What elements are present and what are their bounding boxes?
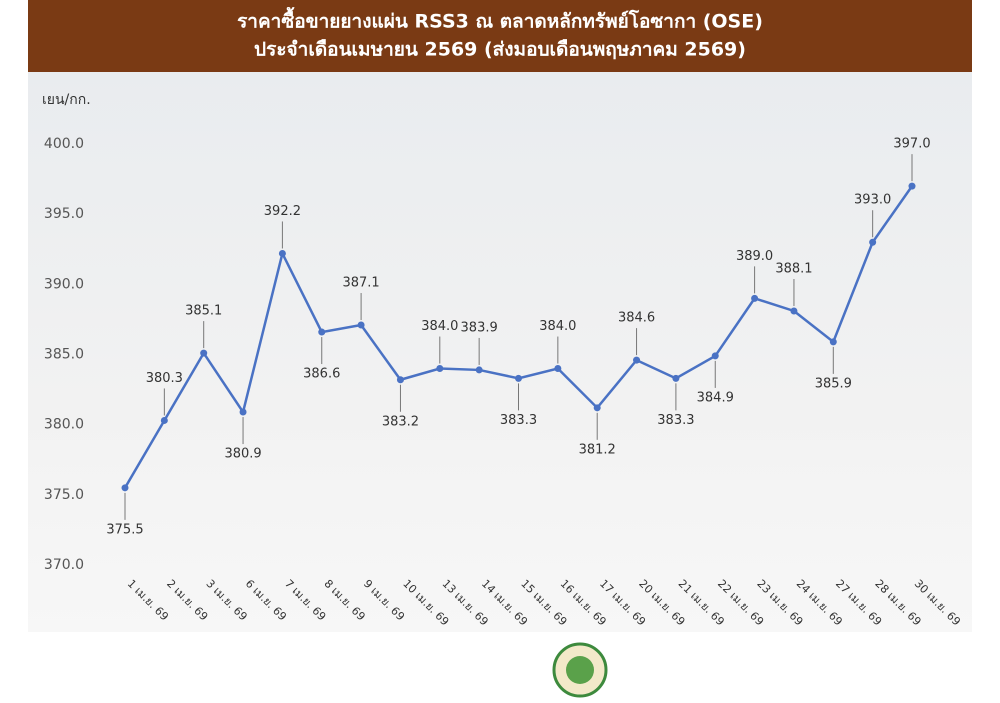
data-point — [121, 484, 129, 492]
y-tick-label: 375.0 — [44, 487, 84, 503]
y-tick-label: 390.0 — [44, 276, 84, 292]
data-label: 387.1 — [342, 276, 379, 291]
data-point — [711, 352, 719, 360]
y-axis-label: เยน/กก. — [42, 92, 91, 108]
data-point — [672, 374, 680, 382]
data-point — [278, 249, 286, 257]
chart-title: ราคาซื้อขายยางแผ่น RSS3 ณ ตลาดหลักทรัพย์… — [237, 7, 763, 33]
data-label: 383.9 — [461, 320, 498, 335]
data-label: 397.0 — [893, 137, 930, 152]
data-label: 383.2 — [382, 414, 419, 429]
y-tick-label: 395.0 — [44, 206, 84, 222]
data-label: 380.9 — [224, 447, 261, 462]
y-tick-label: 385.0 — [44, 347, 84, 363]
chart-subtitle: ประจำเดือนเมษายน 2569 (ส่งมอบเดือนพฤษภาค… — [254, 39, 746, 61]
data-point — [436, 365, 444, 373]
data-point — [357, 321, 365, 329]
y-tick-label: 400.0 — [44, 136, 84, 152]
data-label: 381.2 — [579, 442, 616, 457]
data-label: 384.0 — [421, 319, 458, 334]
data-point — [593, 404, 601, 412]
data-point — [554, 365, 562, 373]
data-label: 392.2 — [264, 204, 301, 219]
data-label: 375.5 — [106, 522, 143, 537]
data-label: 393.0 — [854, 193, 891, 208]
data-point — [239, 408, 247, 416]
data-point — [869, 238, 877, 246]
logo-inner — [566, 656, 594, 684]
data-point — [908, 182, 916, 190]
y-tick-label: 380.0 — [44, 417, 84, 433]
data-label: 383.3 — [657, 413, 694, 428]
data-point — [633, 356, 641, 364]
data-point — [318, 328, 326, 336]
data-point — [200, 349, 208, 357]
data-point — [829, 338, 837, 346]
data-label: 385.1 — [185, 304, 222, 319]
data-point — [751, 294, 759, 302]
data-label: 384.0 — [539, 319, 576, 334]
header — [28, 0, 972, 72]
data-label: 384.9 — [697, 390, 734, 405]
data-label: 384.6 — [618, 311, 655, 326]
data-point — [790, 307, 798, 315]
data-point — [515, 374, 522, 382]
data-label: 383.3 — [500, 413, 537, 428]
data-point — [160, 416, 168, 424]
data-label: 389.0 — [736, 249, 773, 264]
data-label: 385.9 — [815, 376, 852, 391]
data-label: 380.3 — [146, 371, 183, 386]
y-tick-label: 370.0 — [44, 557, 84, 573]
data-label: 386.6 — [303, 367, 340, 382]
background — [28, 72, 972, 632]
data-point — [396, 376, 404, 384]
data-label: 388.1 — [775, 261, 812, 276]
data-point — [475, 366, 483, 374]
